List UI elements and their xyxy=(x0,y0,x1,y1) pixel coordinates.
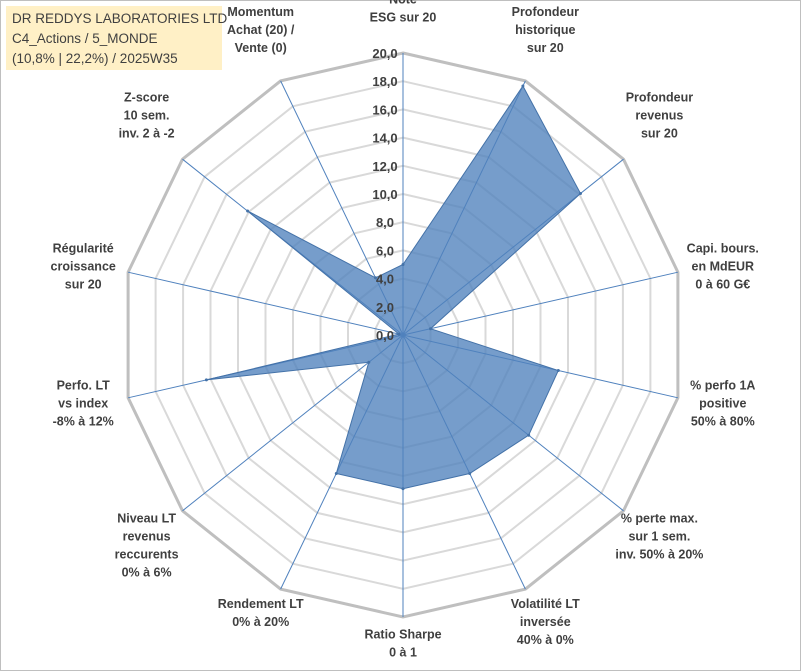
r-tick-label: 18,0 xyxy=(372,74,397,89)
data-point xyxy=(334,472,338,475)
data-point xyxy=(397,332,401,336)
axis-label: Profondeur historique sur 20 xyxy=(512,5,579,55)
chart-title-line-2: C4_Actions / 5_MONDE xyxy=(12,31,158,46)
axis-label: Profondeur revenus sur 20 xyxy=(626,90,693,140)
axis-spoke xyxy=(402,271,679,336)
axis-label: Perfo. LT vs index -8% à 12% xyxy=(53,378,114,428)
data-point xyxy=(579,192,582,195)
r-tick-label: 10,0 xyxy=(372,187,397,202)
chart-title-line-1: DR REDDYS LABORATORIES LTD xyxy=(12,11,228,26)
axis-label: Ratio Sharpe 0 à 1 xyxy=(364,627,441,659)
data-point xyxy=(401,487,405,491)
r-tick-label: 4,0 xyxy=(376,272,394,287)
r-tick-label: 20,0 xyxy=(372,46,397,61)
data-point xyxy=(367,360,371,364)
r-tick-label: 12,0 xyxy=(372,159,397,174)
data-point xyxy=(527,433,531,437)
radial-tick-labels: 0,0 2,0 4,0 6,0 8,0 10,0 12,0 14,0 16,0 18,0 20,0 xyxy=(372,46,397,343)
axis-label: Z-score 10 sem. inv. 2 à -2 xyxy=(119,90,175,140)
axis-label: % perfo 1A positive 50% à 80% xyxy=(690,378,755,428)
data-point xyxy=(556,369,560,372)
axis-label: Régularité croissance sur 20 xyxy=(51,242,116,292)
axis-label: Momentum Achat (20) / Vente (0) xyxy=(227,5,295,55)
radar-series xyxy=(204,84,582,491)
r-tick-label: 2,0 xyxy=(376,300,394,315)
r-tick-label: 14,0 xyxy=(372,131,397,146)
axis-label: Capi. bours. en MdEUR 0 à 60 G€ xyxy=(687,242,759,292)
axis-label: NoteESG sur 20 xyxy=(370,0,437,25)
data-point xyxy=(246,209,250,213)
axis-spoke xyxy=(127,271,404,336)
r-tick-label: 8,0 xyxy=(376,215,394,230)
chart-title-box: DR REDDYS LABORATORIES LTD C4_Actions / … xyxy=(6,6,228,70)
data-point xyxy=(401,263,405,266)
r-tick-label: 6,0 xyxy=(376,243,394,258)
axis-label: Niveau LT revenus reccurents 0% à 6% xyxy=(115,512,179,580)
data-point xyxy=(374,276,377,280)
series-area xyxy=(206,85,582,490)
chart-title-line-3: (10,8% | 22,2%) / 2025W35 xyxy=(12,51,178,66)
r-tick-label: 0,0 xyxy=(376,328,394,343)
data-point xyxy=(468,472,472,475)
axis-label: % perte max. sur 1 sem. inv. 50% à 20% xyxy=(615,512,703,562)
axis-label: Rendement LT 0% à 20% xyxy=(218,597,304,629)
data-point xyxy=(429,327,432,331)
axis-label: Volatilité LT inversée 40% à 0% xyxy=(511,597,580,647)
data-point xyxy=(521,84,525,88)
r-tick-label: 16,0 xyxy=(372,102,397,117)
data-point xyxy=(204,378,208,382)
axis-spoke xyxy=(182,334,404,512)
